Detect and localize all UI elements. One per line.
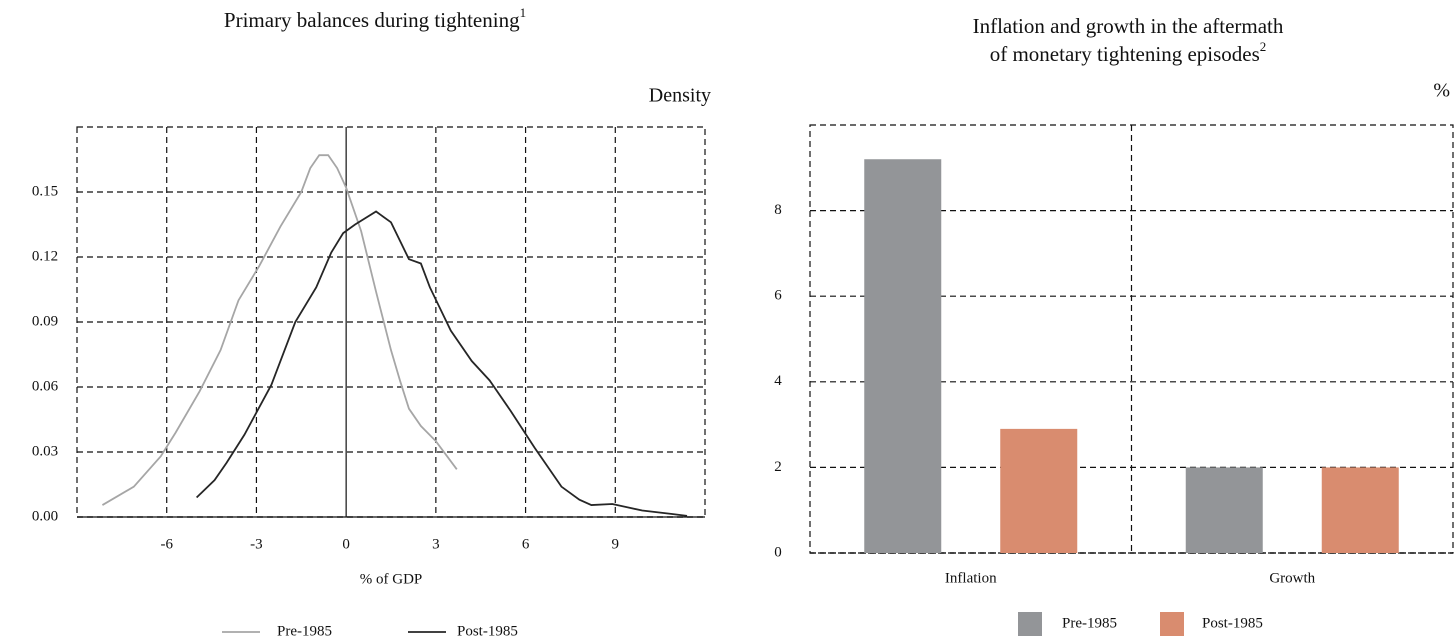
x-tick-label: -6 (160, 536, 173, 552)
x-axis-label: % of GDP (360, 571, 423, 587)
legend-label: Post-1985 (457, 623, 518, 639)
y-unit: Density (649, 85, 711, 107)
y-tick-label: 0.15 (32, 183, 58, 199)
legend-label: Post-1985 (1202, 615, 1263, 631)
legend-label: Pre-1985 (277, 623, 332, 639)
data-line (101, 154, 458, 506)
legend-label: Pre-1985 (1062, 615, 1117, 631)
y-tick-label: 0 (774, 544, 782, 560)
x-tick-label: Inflation (945, 570, 997, 586)
y-tick-label: 0.03 (32, 443, 58, 459)
title-text: Primary balances during tightening (224, 8, 520, 32)
x-tick-label: 0 (342, 536, 350, 552)
y-tick-label: 8 (774, 202, 782, 218)
x-tick-label: 3 (432, 536, 440, 552)
y-tick-label: 4 (774, 373, 782, 389)
bar (1321, 467, 1399, 553)
y-tick-label: 0.09 (32, 313, 58, 329)
y-tick-label: 6 (774, 288, 782, 304)
chart-title: Inflation and growth in the aftermath (973, 14, 1284, 38)
y-tick-label: 0.12 (32, 248, 58, 264)
chart-title: Primary balances during tightening1 (224, 5, 526, 32)
x-tick-label: 6 (522, 536, 530, 552)
x-tick-label: -3 (250, 536, 263, 552)
x-tick-label: 9 (612, 536, 620, 552)
y-tick-label: 2 (774, 459, 782, 475)
title-note: 1 (520, 5, 527, 20)
bar (864, 159, 942, 554)
legend-swatch (1160, 612, 1184, 636)
legend-swatch (1018, 612, 1042, 636)
data-line (195, 210, 688, 517)
chart-title-line2: of monetary tightening episodes2 (990, 39, 1267, 66)
title-text: of monetary tightening episodes (990, 42, 1260, 66)
bar (1000, 428, 1078, 553)
title-note: 2 (1260, 39, 1267, 54)
y-unit: % (1433, 80, 1450, 102)
bar (1185, 467, 1263, 553)
y-tick-label: 0.06 (32, 378, 59, 394)
y-tick-label: 0.00 (32, 508, 58, 524)
x-tick-label: Growth (1269, 570, 1315, 586)
